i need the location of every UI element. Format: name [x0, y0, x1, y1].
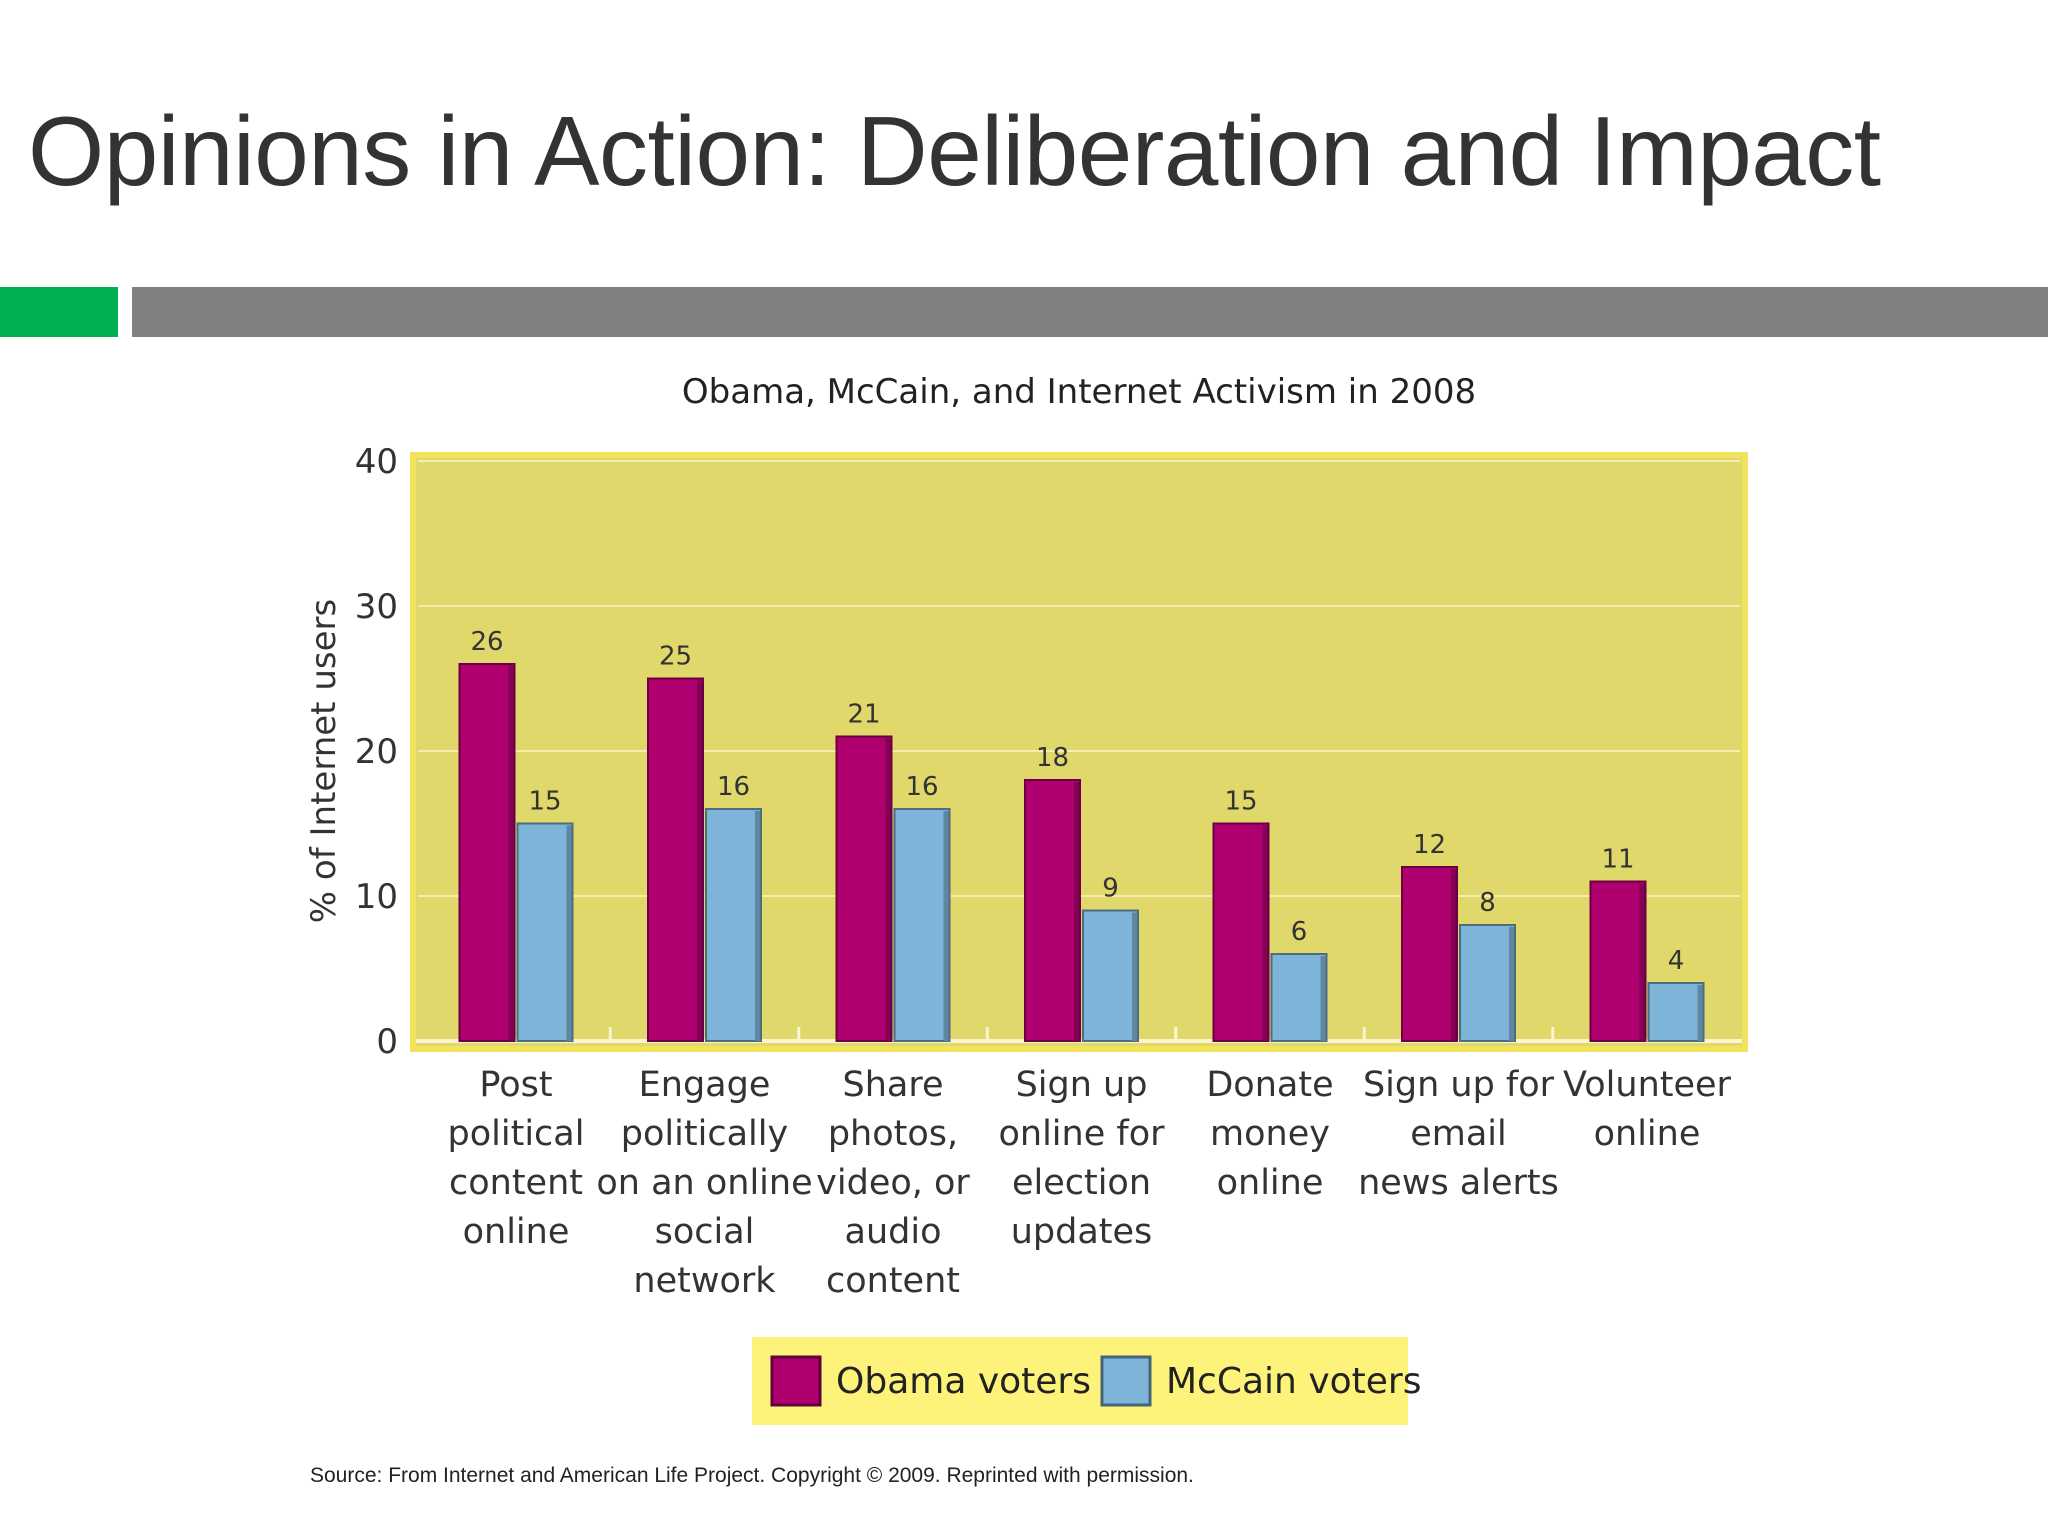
y-tick-label: 0 [376, 1022, 398, 1062]
legend: Obama voters McCain voters [752, 1337, 1421, 1425]
legend-swatch [1100, 1355, 1152, 1407]
legend-background [752, 1337, 1408, 1425]
x-tick-label: Donate money online [1206, 1065, 1333, 1203]
data-label: 9 [1102, 874, 1119, 904]
bar-body [458, 663, 516, 1042]
bar-side-shade [697, 680, 702, 1041]
legend-swatch [770, 1355, 822, 1407]
bar-side-shade [1132, 912, 1137, 1041]
bar-body [1082, 909, 1139, 1042]
bar-body [1647, 982, 1705, 1042]
bar-obama [647, 677, 704, 1042]
slide-title: Opinions in Action: Deliberation and Imp… [28, 96, 1881, 206]
bar-side-shade [943, 811, 949, 1041]
bar-mccain [1082, 909, 1139, 1042]
data-label: 21 [847, 700, 880, 730]
x-tick-label: Engage politically on an online social netwo… [596, 1065, 812, 1301]
bar-body [893, 808, 951, 1042]
bar-obama [1212, 822, 1270, 1042]
bar-mccain [893, 808, 951, 1042]
bar-side-shade [885, 738, 891, 1041]
bar-body [647, 677, 704, 1042]
accent-bar [0, 287, 118, 337]
x-tick-label: Sign up for email news alerts [1358, 1065, 1559, 1203]
plot-area: 0 10 20 30 40 26 15 Post political content online 2… [355, 442, 1748, 1301]
data-label: 15 [528, 787, 561, 817]
x-tick-label: Volunteer online [1563, 1065, 1732, 1154]
bar-mccain [1459, 924, 1516, 1042]
bar-obama [1401, 866, 1458, 1042]
data-label: 25 [659, 642, 692, 672]
bar-side-shade [755, 811, 760, 1041]
bar-mccain [1270, 953, 1328, 1042]
x-tick-label: Share photos, video, or audio content [816, 1065, 970, 1301]
bar-body [1459, 924, 1516, 1042]
bar-mccain [1647, 982, 1705, 1042]
bar-body [1401, 866, 1458, 1042]
legend-label: Obama voters [836, 1361, 1091, 1402]
bar-body [705, 808, 762, 1042]
x-tick-label: Post political content online [448, 1065, 585, 1252]
data-label: 16 [717, 772, 750, 802]
y-tick-label: 30 [355, 587, 398, 627]
bar-body [835, 735, 893, 1042]
bar-body [1024, 779, 1081, 1042]
bar-body [1589, 880, 1647, 1042]
data-label: 12 [1413, 830, 1446, 860]
bar-side-shade [1262, 825, 1268, 1041]
bar-body [1212, 822, 1270, 1042]
bar-obama [1589, 880, 1647, 1042]
bar-obama [835, 735, 893, 1042]
y-tick-label: 10 [355, 877, 398, 917]
legend-label: McCain voters [1166, 1361, 1421, 1402]
bar-side-shade [1451, 869, 1456, 1041]
bar-body [516, 822, 574, 1042]
bar-side-shade [1074, 782, 1079, 1041]
header-rule [132, 287, 2048, 337]
bar-obama [1024, 779, 1081, 1042]
y-tick-label: 20 [355, 732, 398, 772]
bar-mccain [705, 808, 762, 1042]
data-label: 4 [1668, 946, 1685, 976]
chart-title: Obama, McCain, and Internet Activism in … [682, 372, 1476, 412]
data-label: 18 [1036, 743, 1069, 773]
bar-side-shade [566, 825, 572, 1041]
bar-obama [458, 663, 516, 1042]
bar-side-shade [1320, 956, 1326, 1041]
data-label: 8 [1479, 888, 1496, 918]
data-label: 11 [1601, 845, 1634, 875]
bar-side-shade [1509, 927, 1514, 1041]
bar-side-shade [1639, 883, 1645, 1041]
source-note: Source: From Internet and American Life … [310, 1464, 1194, 1487]
bar-side-shade [1697, 985, 1703, 1041]
y-tick-label: 40 [355, 442, 398, 482]
bar-mccain [516, 822, 574, 1042]
data-label: 15 [1224, 787, 1257, 817]
data-label: 16 [905, 772, 938, 802]
data-label: 6 [1291, 917, 1308, 947]
bar-body [1270, 953, 1328, 1042]
x-tick-label: Sign up online for election updates [998, 1065, 1165, 1252]
data-label: 26 [470, 627, 503, 657]
y-axis-label: % of Internet users [304, 599, 344, 923]
bar-side-shade [508, 666, 514, 1041]
